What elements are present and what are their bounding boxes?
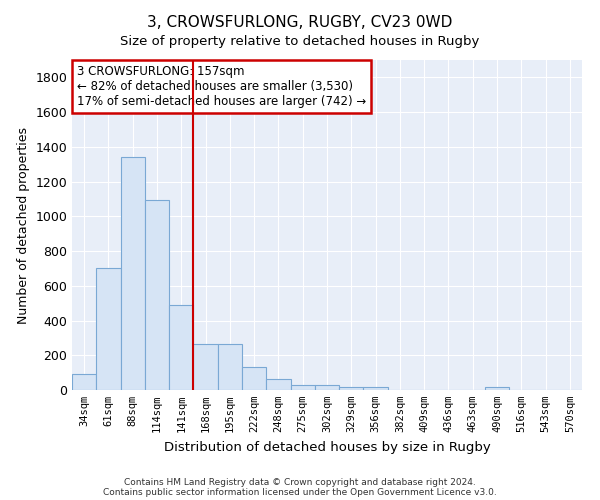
Bar	[193, 344, 218, 390]
Bar	[242, 368, 266, 390]
Bar	[72, 374, 96, 390]
Bar	[266, 378, 290, 390]
Text: Size of property relative to detached houses in Rugby: Size of property relative to detached ho…	[121, 35, 479, 48]
Y-axis label: Number of detached properties: Number of detached properties	[17, 126, 30, 324]
Bar	[121, 158, 145, 390]
X-axis label: Distribution of detached houses by size in Rugby: Distribution of detached houses by size …	[164, 440, 490, 454]
Bar	[339, 386, 364, 390]
Text: Contains HM Land Registry data © Crown copyright and database right 2024.
Contai: Contains HM Land Registry data © Crown c…	[103, 478, 497, 497]
Bar	[218, 344, 242, 390]
Bar	[169, 305, 193, 390]
Bar	[145, 200, 169, 390]
Bar	[290, 385, 315, 390]
Bar	[364, 386, 388, 390]
Text: 3 CROWSFURLONG: 157sqm
← 82% of detached houses are smaller (3,530)
17% of semi-: 3 CROWSFURLONG: 157sqm ← 82% of detached…	[77, 65, 367, 108]
Bar	[96, 268, 121, 390]
Bar	[485, 386, 509, 390]
Text: 3, CROWSFURLONG, RUGBY, CV23 0WD: 3, CROWSFURLONG, RUGBY, CV23 0WD	[148, 15, 452, 30]
Bar	[315, 385, 339, 390]
